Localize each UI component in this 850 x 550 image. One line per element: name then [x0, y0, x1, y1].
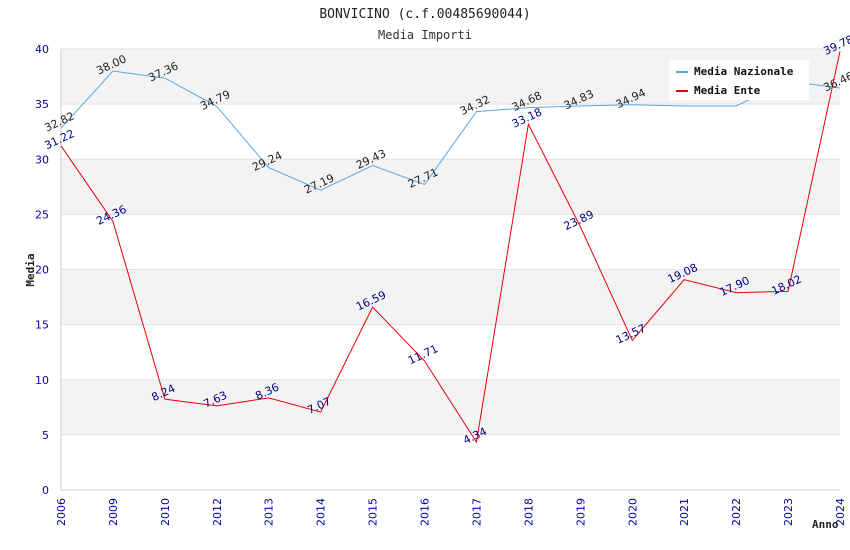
band-1	[61, 379, 840, 435]
data-label-media-ente-2016: 11.71	[406, 342, 440, 367]
y-axis-label: Media	[24, 253, 37, 286]
x-tick-2006: 2006	[55, 498, 68, 526]
x-tick-labels: 2006 2009 2010 2012 2013 2014 2015 2016 2017 2018…	[55, 498, 847, 526]
x-tick-2016: 2016	[419, 498, 432, 526]
y-tick-20: 20	[35, 264, 49, 277]
legend-box	[669, 60, 809, 100]
band-5	[61, 159, 840, 215]
x-tick-2021: 2021	[678, 498, 691, 526]
series-line-media-ente	[60, 51, 841, 444]
x-tick-2024: 2024	[834, 498, 847, 526]
x-tick-2019: 2019	[574, 498, 587, 526]
x-tick-2023: 2023	[782, 498, 795, 526]
x-tick-2012: 2012	[211, 498, 224, 526]
data-label-media-ente-2020: 13.57	[614, 322, 648, 347]
band-3	[61, 269, 840, 325]
x-tick-2015: 2015	[367, 498, 380, 526]
chart-title: BONVICINO (c.f.00485690044)	[319, 7, 530, 22]
x-tick-2020: 2020	[626, 498, 639, 526]
y-tick-30: 30	[35, 153, 49, 166]
x-tick-2013: 2013	[263, 498, 276, 526]
y-tick-5: 5	[42, 429, 49, 442]
y-tick-35: 35	[35, 98, 49, 111]
legend-label-media-ente: Media Ente	[694, 84, 761, 97]
y-tick-0: 0	[42, 484, 49, 497]
x-axis-label: Anno	[812, 518, 839, 531]
background-bands	[61, 49, 840, 435]
x-tick-2018: 2018	[522, 498, 535, 526]
y-tick-labels: 0 5 10 15 20 25 30 35 40	[35, 43, 49, 497]
x-tick-2010: 2010	[159, 498, 172, 526]
legend-label-media-nazionale: Media Nazionale	[694, 65, 794, 78]
series-line-media-nazionale	[60, 70, 841, 191]
x-tick-2017: 2017	[470, 498, 483, 526]
x-tick-2009: 2009	[107, 498, 120, 526]
y-tick-15: 15	[35, 319, 49, 332]
x-tick-2014: 2014	[315, 498, 328, 526]
series-lines	[60, 51, 841, 444]
x-tick-2022: 2022	[730, 498, 743, 526]
legend: Media Nazionale Media Ente	[669, 60, 809, 100]
gridlines	[61, 48, 840, 491]
y-tick-25: 25	[35, 208, 49, 221]
chart-subtitle: Media Importi	[378, 28, 472, 42]
y-tick-40: 40	[35, 43, 49, 56]
y-tick-10: 10	[35, 374, 49, 387]
